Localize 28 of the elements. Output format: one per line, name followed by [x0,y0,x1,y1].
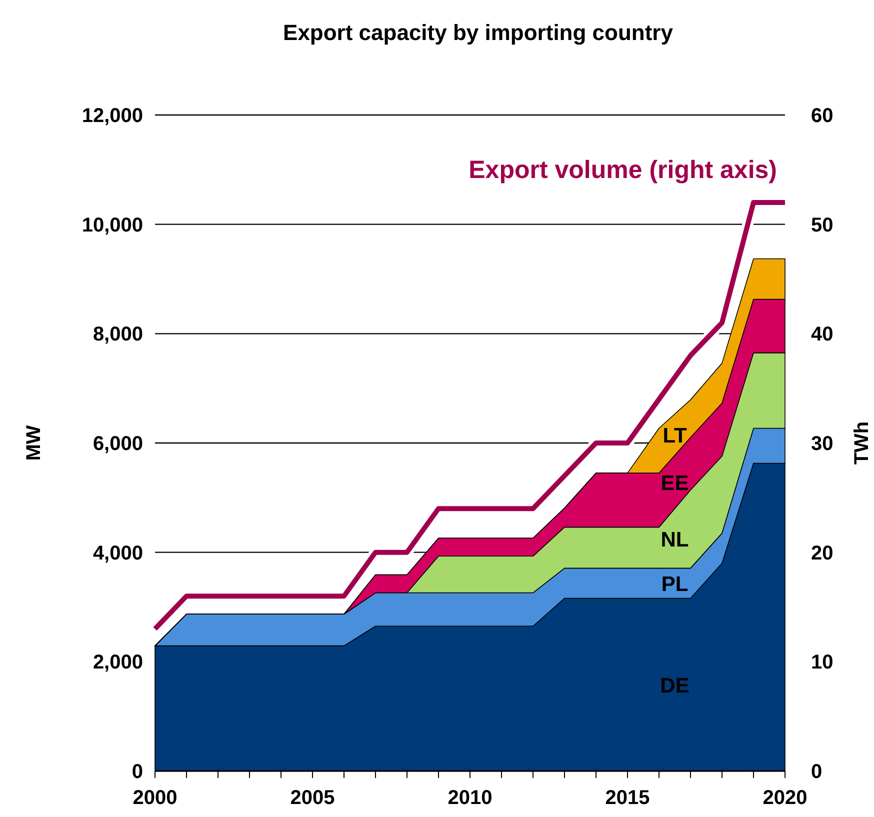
y-tick-label: 4,000 [92,542,143,564]
series-label: PL [661,573,688,596]
series-label: NL [660,528,689,552]
x-tick-label: 2010 [448,787,492,809]
y-tick-label: 0 [132,761,143,783]
y-tick-label: 10,000 [82,214,143,236]
y-axis-title: MW [23,425,45,461]
x-tick-label: 2020 [762,787,808,809]
y-tick-label: 8,000 [92,324,143,346]
y2-tick-label: 40 [811,324,834,346]
series-label: Export volume (right axis) [468,156,777,184]
series-label: LT [662,424,687,448]
y2-tick-label: 10 [811,652,834,674]
y2-tick-label: 0 [811,761,822,783]
chart-title: Export capacity by importing country [283,20,674,45]
y2-tick-label: 60 [811,105,834,127]
series-label: EE [660,472,689,495]
x-tick-label: 2000 [132,787,178,809]
y2-axis-title: TWh [851,421,873,465]
y2-tick-label: 20 [811,542,834,564]
x-tick-label: 2005 [290,787,335,809]
series-label: DE [660,674,690,698]
y-tick-label: 12,000 [82,105,143,127]
y-tick-label: 2,000 [92,652,143,674]
x-tick-label: 2015 [605,787,650,809]
y-tick-label: 6,000 [92,433,143,455]
y2-tick-label: 50 [811,214,834,236]
y2-tick-label: 30 [811,433,834,455]
